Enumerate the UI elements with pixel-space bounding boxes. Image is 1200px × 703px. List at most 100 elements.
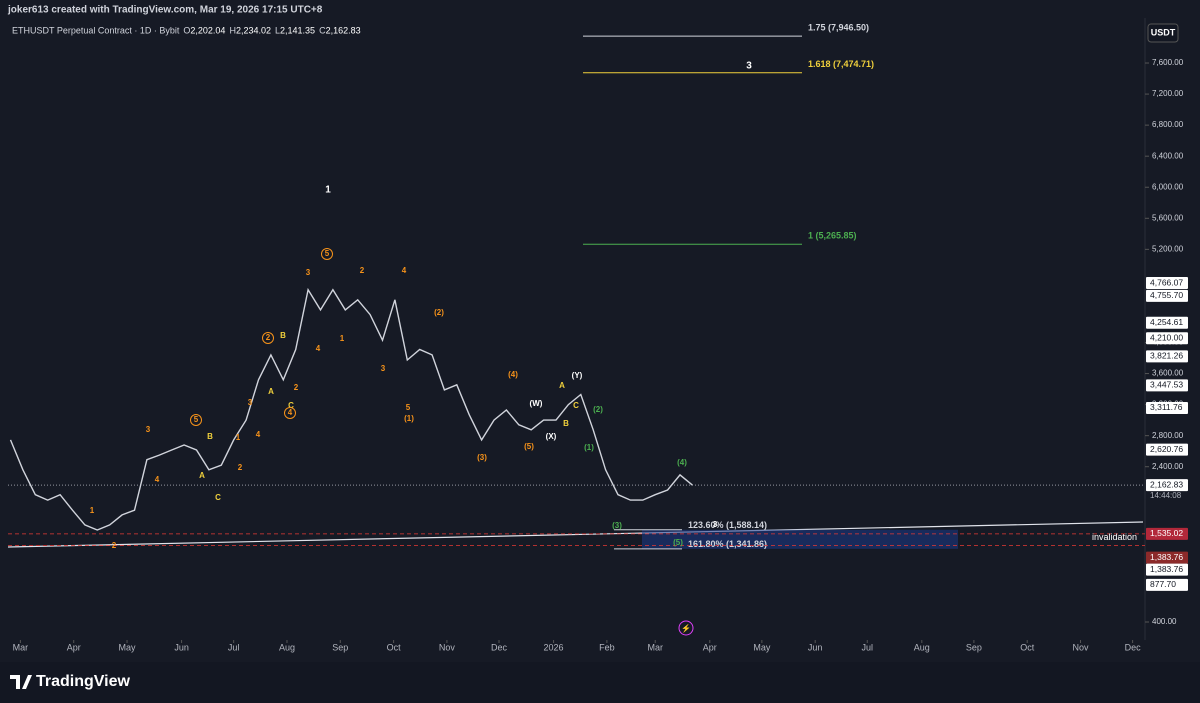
price-tag [1146, 563, 1188, 576]
x-tick-label: Dec [491, 642, 508, 652]
x-tick-label: Sep [332, 642, 348, 652]
wave-label: B [563, 419, 569, 428]
x-tick-label: Jun [808, 642, 823, 652]
wave-label: 1 [236, 433, 241, 442]
wave-label: 4 [288, 408, 293, 417]
x-tick-label: Oct [387, 642, 402, 652]
price-tag [1146, 332, 1188, 345]
wave-label: 2 [238, 463, 243, 472]
wave-label: (W) [530, 399, 543, 408]
price-tag-label: 3,447.53 [1150, 380, 1183, 390]
x-tick-label: Aug [279, 642, 295, 652]
price-tag-label: 3,821.26 [1150, 351, 1183, 361]
brand: TradingView [36, 673, 131, 690]
logo [10, 675, 32, 689]
x-tick-label: Sep [966, 642, 982, 652]
credit: joker613 created with TradingView.com, M… [7, 5, 323, 16]
event-icon[interactable] [678, 620, 694, 636]
y-tick-label: 400.00 [1152, 617, 1177, 626]
price-tag-label: 2,620.76 [1150, 444, 1183, 454]
wave-label: (5) [524, 442, 534, 451]
price-tag [1146, 350, 1188, 363]
x-tick-label: Oct [1020, 642, 1035, 652]
wave-label: 2 [294, 383, 299, 392]
x-tick-label: Jul [862, 642, 874, 652]
y-tick-label: 6,000.00 [1152, 182, 1184, 191]
y-tick-label: 7,600.00 [1152, 58, 1184, 67]
x-tick-label: Apr [67, 642, 81, 652]
price-tag [1146, 527, 1188, 540]
countdown: 14:44:08 [1150, 491, 1182, 500]
x-tick-label: Mar [13, 642, 29, 652]
fib-label: 1.75 (7,946.50) [808, 23, 869, 33]
x-tick-label: Aug [914, 642, 930, 652]
y-tick-label: 3,600.00 [1152, 369, 1184, 378]
wave-label: (1) [584, 443, 594, 452]
wave-label: 2 [360, 266, 365, 275]
wave-label: C [215, 493, 221, 502]
wave-label: B [207, 432, 213, 441]
logo-icon [10, 675, 32, 689]
wave-label: 3 [306, 268, 311, 277]
wave-label: A [559, 381, 565, 390]
x-tick-label: Feb [599, 642, 615, 652]
wave-label: A [199, 471, 205, 480]
price-tag-label: 4,210.00 [1150, 332, 1183, 342]
symbol: ETHUSDT Perpetual Contract · 1D · Bybit [12, 25, 180, 35]
ohlc-value: 2,162.83 [326, 25, 361, 35]
price-tag-label: 4,755.70 [1150, 290, 1183, 300]
wave-label: 4 [155, 475, 160, 484]
x-tick-label: Nov [1073, 642, 1090, 652]
wave-label: 3 [713, 520, 718, 529]
y-tick-label: 2,400.00 [1152, 462, 1184, 471]
wave-label: 2 [112, 541, 117, 550]
fib-label: 123.60% (1,588.14) [688, 520, 767, 530]
price-tag [1146, 289, 1188, 302]
wave-label: 1 [325, 185, 331, 196]
price-tag [1146, 401, 1188, 414]
wave-label: B [280, 331, 286, 340]
wave-label: (2) [434, 308, 444, 317]
x-tick-label: Mar [647, 642, 663, 652]
price-tag [1146, 479, 1188, 492]
fib-label: 1.618 (7,474.71) [808, 59, 874, 69]
wave-label: (Y) [572, 371, 583, 380]
wave-label: C [573, 401, 579, 410]
price-tag-label: 1,383.76 [1150, 552, 1183, 562]
currency: USDT [1151, 27, 1176, 37]
ohlc-key: C [319, 25, 326, 35]
wave-label: A [268, 387, 274, 396]
wave-label: 4 [256, 430, 261, 439]
price-tag [1146, 443, 1188, 456]
x-tick-label: 2026 [544, 642, 564, 652]
price-tag [1146, 379, 1188, 392]
event-glyph: ⚡ [681, 623, 691, 633]
price-tag-label: 877.70 [1150, 579, 1176, 589]
wave-label: (2) [593, 405, 603, 414]
x-tick-label: May [119, 642, 137, 652]
y-tick-label: 6,800.00 [1152, 120, 1184, 129]
price-tag-label: 2,162.83 [1150, 479, 1183, 489]
wave-label: (1) [404, 414, 414, 423]
trendline [7, 521, 1144, 548]
wave-label: (3) [612, 521, 622, 530]
fib-label: 1 (5,265.85) [808, 231, 857, 241]
wave-label: 4 [402, 266, 407, 275]
x-tick-label: Dec [1125, 642, 1142, 652]
wave-label: (X) [546, 432, 557, 441]
wave-label: 3 [746, 61, 752, 72]
wave-label: 3 [381, 364, 386, 373]
ohlc-key: H [229, 25, 236, 35]
wave-label: 4 [316, 344, 321, 353]
wave-label: 5 [325, 249, 330, 258]
wave-label: 1 [90, 506, 95, 515]
wave-label: 5 [194, 415, 199, 424]
fib-label: 161.80% (1,341.86) [688, 539, 767, 549]
currency-button[interactable] [1147, 23, 1179, 43]
target-zone [642, 529, 958, 549]
wave-label: (4) [677, 458, 687, 467]
ohlc-value: 2,234.02 [236, 25, 271, 35]
